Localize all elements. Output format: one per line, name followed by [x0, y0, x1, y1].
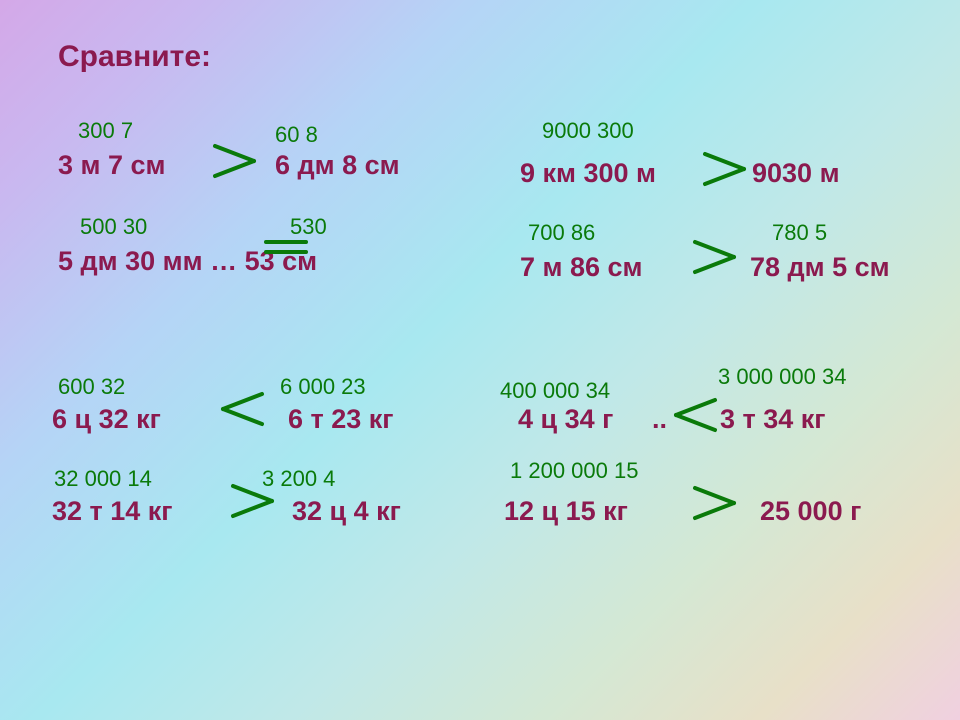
- slide-background: Сравните: 300 7 60 8 3 м 7 см 6 дм 8 см …: [0, 0, 960, 720]
- r2-right-rhs: 78 дм 5 см: [750, 252, 890, 283]
- r4-right-lhs: 12 ц 15 кг: [504, 496, 628, 527]
- r1-left-lhs: 3 м 7 см: [58, 150, 166, 181]
- r1-left-hint-a: 300 7: [78, 118, 133, 144]
- r3-left-rhs: 6 т 23 кг: [288, 404, 394, 435]
- r3-left-hint-b: 6 000 23: [280, 374, 366, 400]
- r3-right-sign-lt-icon: [670, 394, 720, 436]
- r1-left-hint-b: 60 8: [275, 122, 318, 148]
- r2-right-lhs: 7 м 86 см: [520, 252, 643, 283]
- r3-right-hint-a: 400 000 34: [500, 378, 610, 404]
- r2-right-hint-a: 700 86: [528, 220, 595, 246]
- r2-right-hint-b: 780 5: [772, 220, 827, 246]
- r2-left-hint-a: 500 30: [80, 214, 147, 240]
- r2-left-sign-eq-icon: [261, 226, 311, 268]
- r3-right-hint-b: 3 000 000 34: [718, 364, 846, 390]
- r4-left-hint-a: 32 000 14: [54, 466, 152, 492]
- r2-right-sign-gt-icon: [690, 236, 740, 278]
- r4-left-rhs: 32 ц 4 кг: [292, 496, 401, 527]
- r3-left-hint-a: 600 32: [58, 374, 125, 400]
- r3-right-rhs: 3 т 34 кг: [720, 404, 826, 435]
- r1-right-sign-gt-icon: [700, 148, 750, 190]
- r4-right-sign-gt-icon: [690, 482, 740, 524]
- r4-right-hint-a: 1 200 000 15: [510, 458, 638, 484]
- r1-right-rhs: 9030 м: [752, 158, 840, 189]
- r3-left-sign-lt-icon: [217, 388, 267, 430]
- r1-left-rhs: 6 дм 8 см: [275, 150, 400, 181]
- r4-right-rhs: 25 000 г: [760, 496, 861, 527]
- r3-left-lhs: 6 ц 32 кг: [52, 404, 161, 435]
- r1-right-hint-a: 9000 300: [542, 118, 634, 144]
- r1-left-sign-gt-icon: [210, 140, 260, 182]
- r4-left-lhs: 32 т 14 кг: [52, 496, 173, 527]
- r4-left-sign-gt-icon: [228, 480, 278, 522]
- r3-right-dots: ..: [652, 404, 667, 435]
- r3-right-lhs: 4 ц 34 г: [518, 404, 613, 435]
- title: Сравните:: [58, 40, 211, 74]
- r1-right-lhs: 9 км 300 м: [520, 158, 656, 189]
